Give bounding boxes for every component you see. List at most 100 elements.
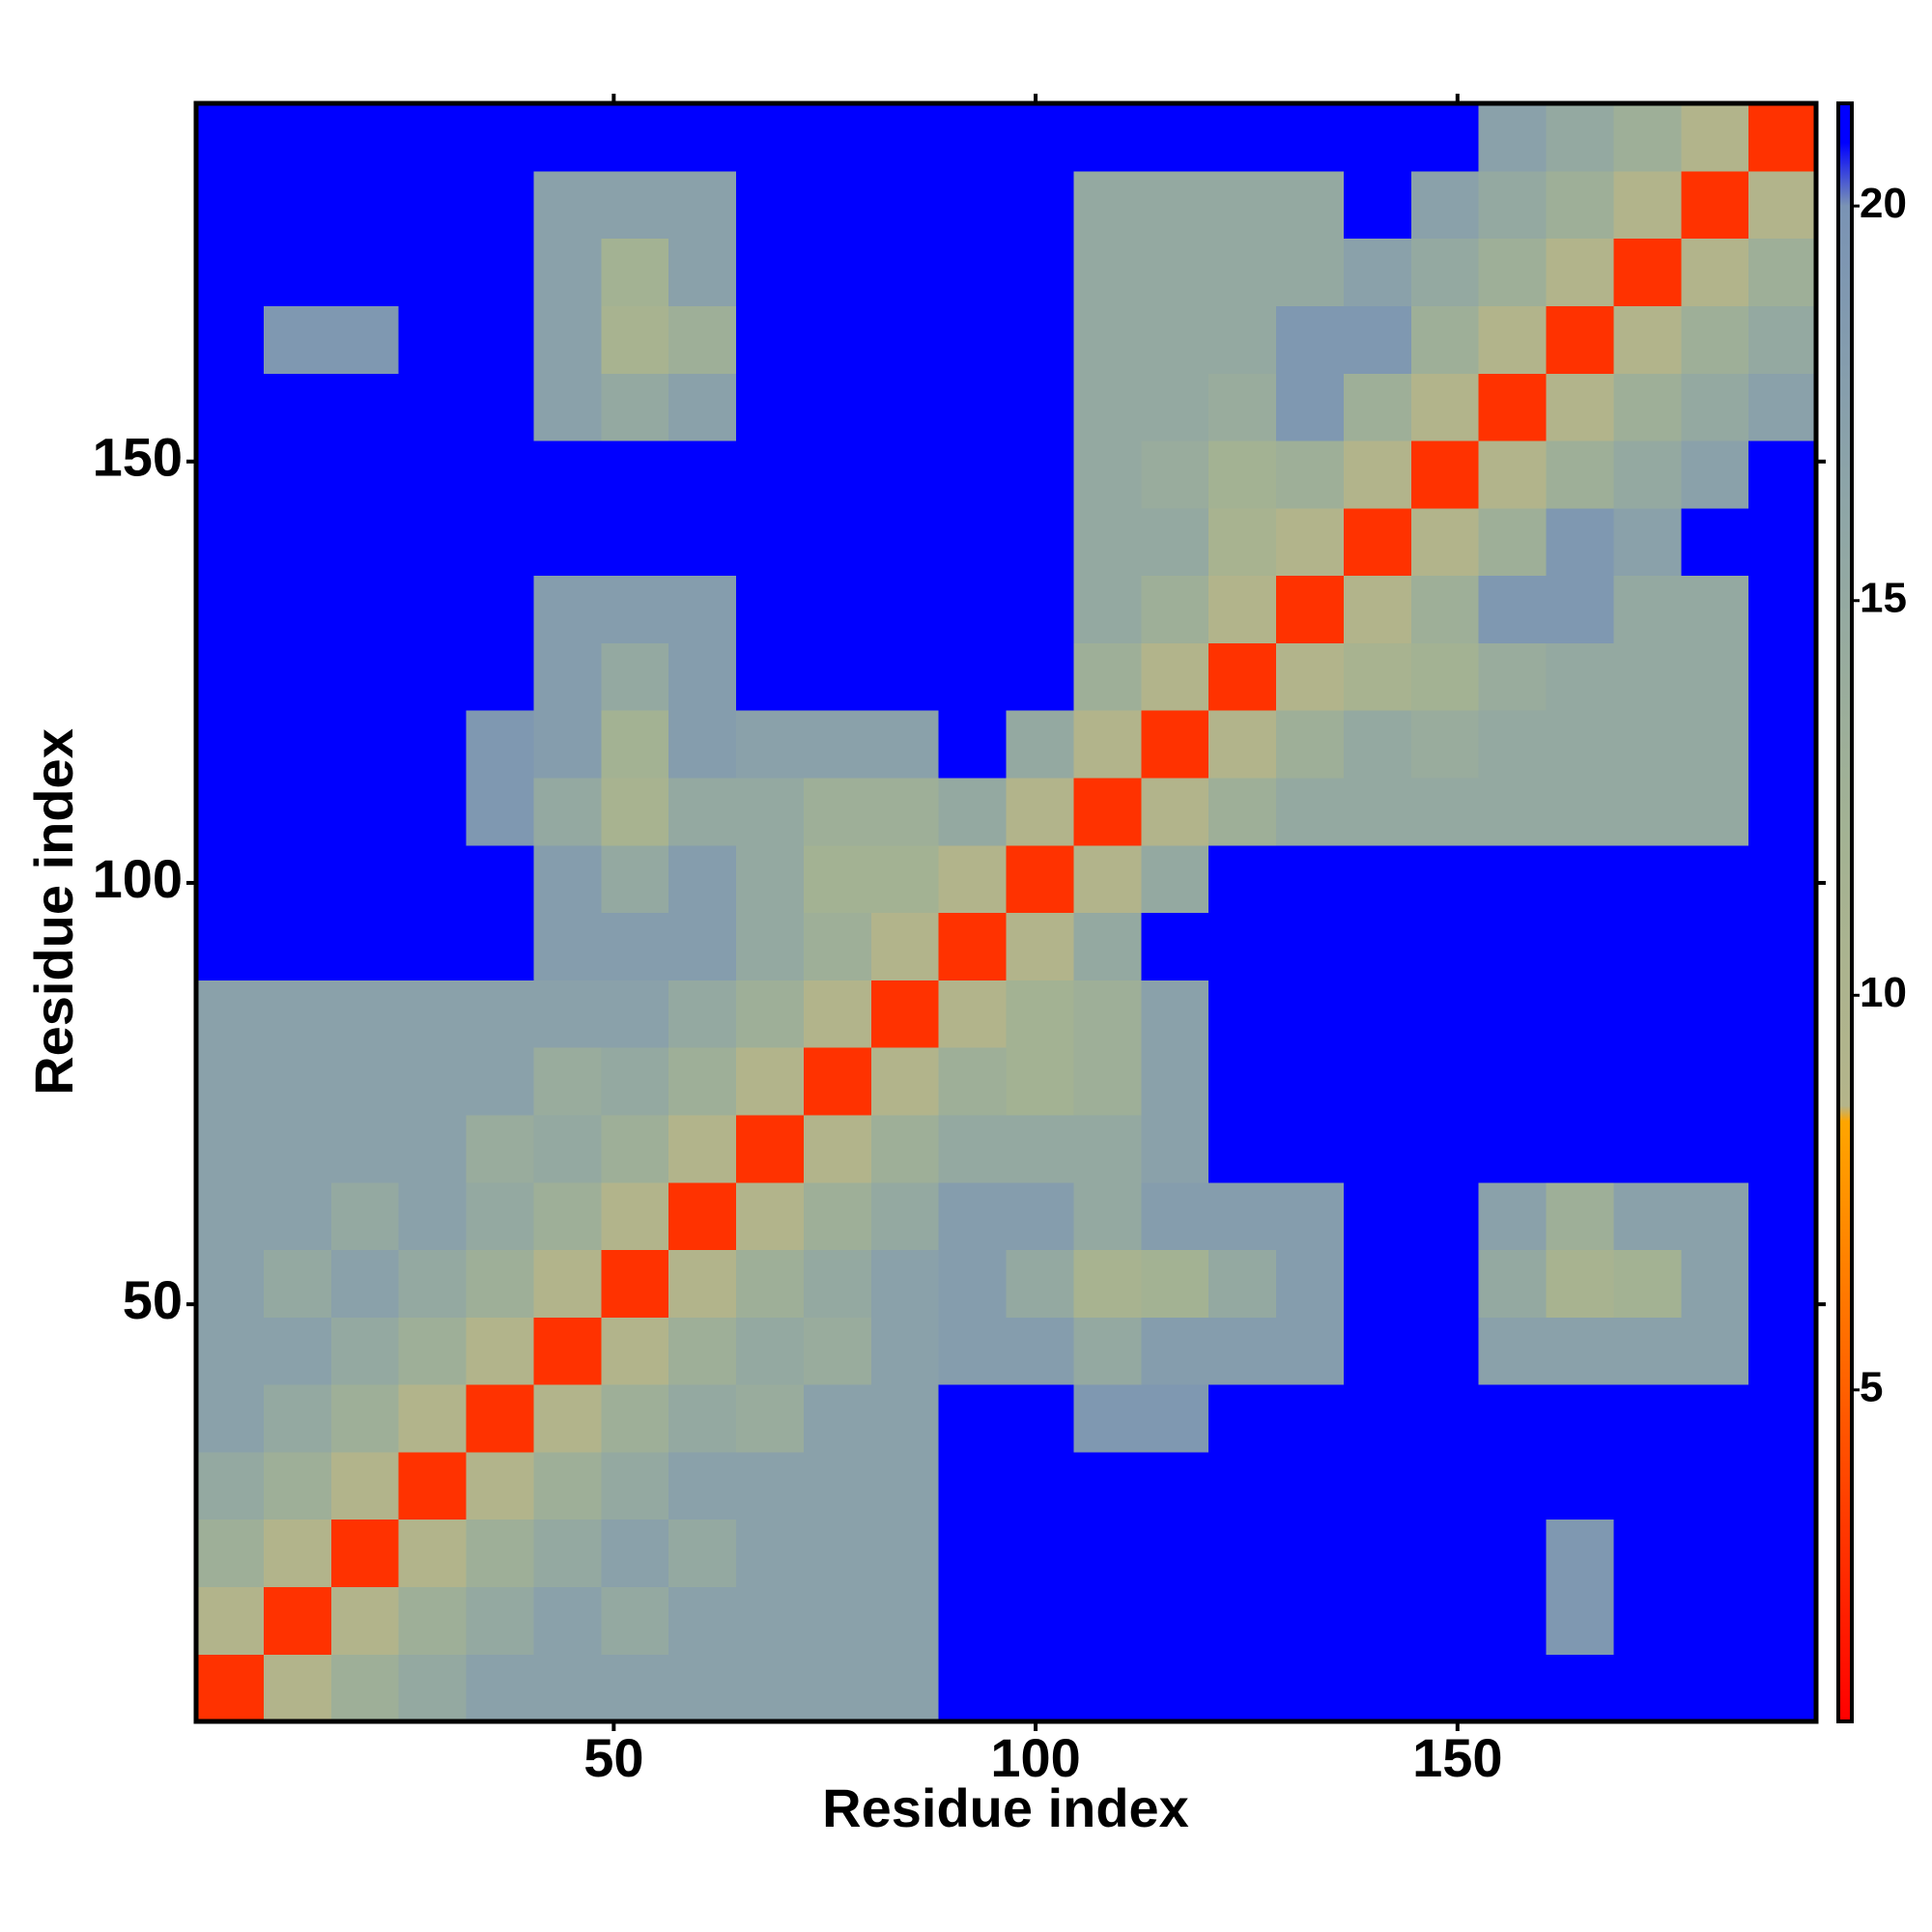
heatmap-cell bbox=[1613, 1249, 1682, 1318]
heatmap-cell bbox=[1748, 1317, 1817, 1385]
heatmap-cell bbox=[466, 1317, 534, 1385]
heatmap-cell bbox=[466, 777, 534, 846]
heatmap-cell bbox=[1073, 440, 1142, 509]
heatmap-cell bbox=[1276, 1181, 1345, 1251]
heatmap-cell bbox=[1681, 642, 1749, 711]
heatmap-cell bbox=[1343, 710, 1412, 779]
heatmap-cell bbox=[1410, 1384, 1480, 1453]
heatmap-cell bbox=[938, 440, 1008, 509]
heatmap-cell bbox=[196, 170, 265, 240]
heatmap-cell bbox=[1073, 373, 1142, 441]
heatmap-cell bbox=[668, 238, 737, 306]
x-tick-label: 50 bbox=[583, 1727, 643, 1788]
heatmap-cell bbox=[1410, 103, 1480, 172]
heatmap-cell bbox=[736, 507, 805, 577]
heatmap-cell bbox=[601, 844, 669, 914]
heatmap-cell bbox=[1343, 440, 1412, 509]
heatmap-cell bbox=[870, 373, 940, 441]
heatmap-cell bbox=[1276, 1586, 1345, 1655]
heatmap-cell bbox=[466, 1114, 534, 1183]
heatmap-cell bbox=[1276, 777, 1345, 846]
heatmap-cell bbox=[803, 980, 872, 1048]
heatmap-cell bbox=[1546, 980, 1614, 1048]
heatmap-cell bbox=[601, 103, 669, 172]
heatmap-cell bbox=[1141, 1519, 1209, 1588]
heatmap-cell bbox=[196, 980, 265, 1048]
heatmap-cell bbox=[870, 1114, 940, 1183]
heatmap-cell bbox=[1208, 1654, 1277, 1722]
heatmap-cell bbox=[1208, 507, 1277, 577]
heatmap-cell bbox=[398, 912, 468, 980]
heatmap-cell bbox=[1276, 912, 1345, 980]
heatmap-cell bbox=[803, 575, 872, 643]
heatmap-cell bbox=[668, 305, 737, 374]
heatmap-cell bbox=[803, 1047, 872, 1116]
heatmap-cell bbox=[736, 912, 805, 980]
heatmap-cell bbox=[1748, 1586, 1817, 1655]
heatmap-cell bbox=[196, 1181, 265, 1251]
heatmap-cell bbox=[1073, 1181, 1142, 1251]
heatmap-cell bbox=[601, 1586, 669, 1655]
heatmap-cell bbox=[466, 642, 534, 711]
heatmap-cell bbox=[1613, 507, 1682, 577]
heatmap-cell bbox=[870, 238, 940, 306]
heatmap-cell bbox=[466, 1586, 534, 1655]
heatmap-cell bbox=[1546, 575, 1614, 643]
heatmap-cell bbox=[938, 1451, 1008, 1520]
heatmap-cell bbox=[1276, 170, 1345, 240]
heatmap-cell bbox=[668, 1519, 737, 1588]
heatmap-cell bbox=[803, 710, 872, 779]
heatmap-cell bbox=[1343, 1181, 1412, 1251]
heatmap-cell bbox=[1141, 1384, 1209, 1453]
heatmap-cell bbox=[398, 1181, 468, 1251]
heatmap-cell bbox=[1410, 1181, 1480, 1251]
heatmap-cell bbox=[330, 575, 400, 643]
heatmap-cell bbox=[601, 575, 669, 643]
heatmap-cell bbox=[196, 305, 265, 374]
heatmap-cell bbox=[1410, 777, 1480, 846]
heatmap-cell bbox=[1478, 1114, 1548, 1183]
heatmap-cell bbox=[668, 1451, 737, 1520]
heatmap-cell bbox=[736, 777, 805, 846]
heatmap-cell bbox=[1613, 575, 1682, 643]
heatmap-cell bbox=[1546, 1451, 1614, 1520]
heatmap-cell bbox=[1748, 103, 1817, 172]
heatmap-cell bbox=[1613, 1047, 1682, 1116]
heatmap-cell bbox=[330, 1114, 400, 1183]
heatmap-cell bbox=[1546, 1047, 1614, 1116]
heatmap-cell bbox=[803, 238, 872, 306]
heatmap-cell bbox=[1410, 980, 1480, 1048]
heatmap-cell bbox=[398, 373, 468, 441]
heatmap-cell bbox=[1073, 912, 1142, 980]
heatmap-cell bbox=[1546, 1114, 1614, 1183]
heatmap-cell bbox=[1546, 305, 1614, 374]
colorbar-tick-label: 20 bbox=[1860, 180, 1907, 227]
heatmap-cell bbox=[466, 575, 534, 643]
heatmap-cell bbox=[1410, 1586, 1480, 1655]
heatmap-cell bbox=[938, 1181, 1008, 1251]
heatmap-cell bbox=[1208, 777, 1277, 846]
heatmap-cell bbox=[1208, 980, 1277, 1048]
heatmap-cell bbox=[263, 1114, 332, 1183]
heatmap-cell bbox=[1208, 373, 1277, 441]
heatmap-cell bbox=[196, 1519, 265, 1588]
heatmap-cell bbox=[330, 507, 400, 577]
heatmap-cell bbox=[736, 305, 805, 374]
heatmap-cell bbox=[398, 1114, 468, 1183]
heatmap-cell bbox=[533, 1654, 602, 1722]
heatmap-cell bbox=[1141, 575, 1209, 643]
heatmap-cell bbox=[1410, 507, 1480, 577]
heatmap-cell bbox=[330, 440, 400, 509]
heatmap-cell bbox=[668, 1114, 737, 1183]
heatmap-cell bbox=[398, 440, 468, 509]
heatmap-cell bbox=[1006, 170, 1074, 240]
colorbar-tick-label: 10 bbox=[1860, 969, 1907, 1016]
heatmap-cell bbox=[1208, 1519, 1277, 1588]
heatmap-cell bbox=[668, 170, 737, 240]
heatmap-cell bbox=[1546, 440, 1614, 509]
heatmap-cell bbox=[1343, 912, 1412, 980]
heatmap-cell bbox=[1681, 1519, 1749, 1588]
heatmap-cell bbox=[1478, 642, 1548, 711]
heatmap-cell bbox=[1141, 710, 1209, 779]
heatmap-cell bbox=[870, 103, 940, 172]
